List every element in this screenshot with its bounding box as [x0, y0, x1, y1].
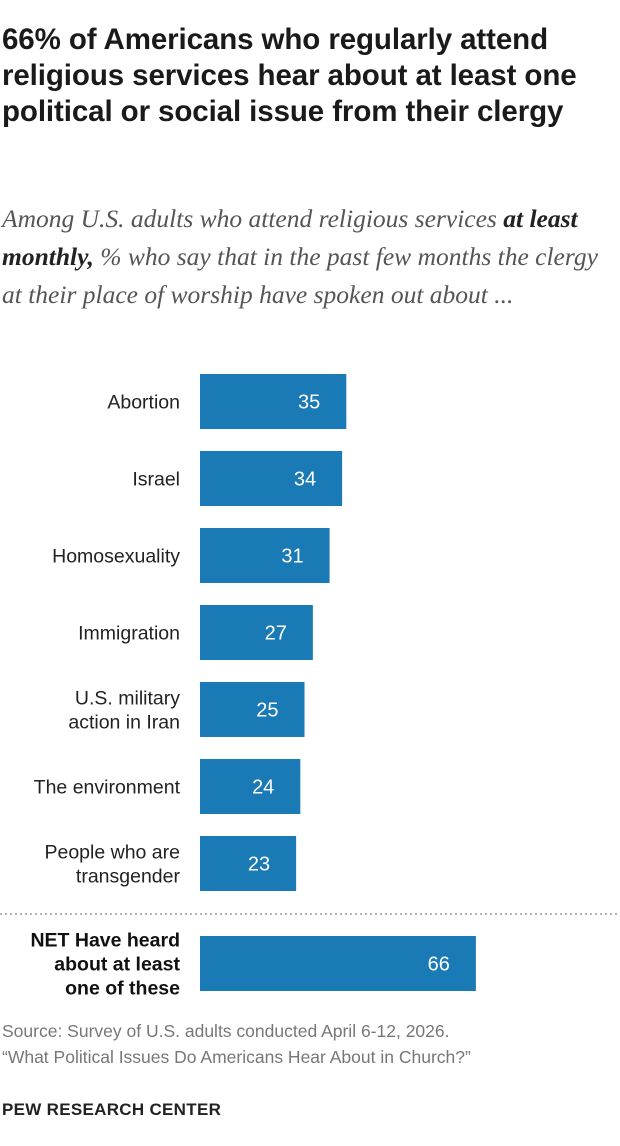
subtitle-intro: Among U.S. adults who attend religious s… — [2, 204, 504, 233]
bar — [200, 836, 297, 891]
bar-value-label: 23 — [248, 854, 270, 876]
category-label: Israel — [132, 469, 180, 491]
bar — [200, 374, 347, 429]
source-line-2: “What Political Issues Do Americans Hear… — [2, 1047, 471, 1067]
category-label: Homosexuality — [52, 546, 180, 568]
bar — [200, 528, 330, 583]
bar — [200, 451, 343, 506]
category-label-line: NET Have heard — [30, 930, 180, 952]
subtitle-rest: % who say that in the past few months th… — [2, 242, 598, 309]
category-label: NET Have heard about at least one of these — [30, 930, 180, 1000]
bar — [200, 936, 476, 991]
category-label: Abortion — [107, 392, 180, 414]
bar — [200, 605, 313, 660]
category-label: The environment — [34, 777, 181, 799]
bar-value-label: 35 — [298, 392, 320, 414]
category-label-line: U.S. military — [75, 688, 180, 710]
organization-credit: PEW RESEARCH CENTER — [2, 1100, 222, 1119]
category-label-line: action in Iran — [68, 712, 180, 734]
chart-subtitle: Among U.S. adults who attend religious s… — [2, 200, 614, 314]
bar-value-label: 66 — [428, 954, 450, 976]
category-label-line: Abortion — [107, 392, 180, 414]
bar-chart: 35 Abortion 34 Israel 31 Homosexuality 27 Immig… — [0, 374, 620, 1000]
category-label-line: Homosexuality — [52, 546, 180, 568]
subtitle-emphasis: at least monthly, — [2, 204, 578, 271]
bar-value-label: 24 — [252, 777, 274, 799]
bar-value-label: 25 — [256, 700, 278, 722]
bar — [200, 759, 301, 814]
category-label-line: one of these — [65, 978, 180, 1000]
category-label-line: transgender — [76, 866, 181, 888]
source-line-1: Source: Survey of U.S. adults conducted … — [2, 1021, 450, 1041]
category-label-line: Israel — [132, 469, 180, 491]
bar-value-label: 31 — [281, 546, 303, 568]
bar — [200, 682, 305, 737]
bar-value-label: 34 — [294, 469, 316, 491]
category-label-line: People who are — [44, 842, 180, 864]
category-label: People who are transgender — [44, 842, 180, 888]
category-label-line: The environment — [34, 777, 181, 799]
source-note: Source: Survey of U.S. adults conducted … — [2, 1018, 618, 1070]
category-label: U.S. military action in Iran — [68, 688, 180, 734]
category-label-line: Immigration — [78, 623, 180, 645]
chart-title: 66% of Americans who regularly attend re… — [2, 23, 577, 128]
category-label-line: about at least — [54, 954, 180, 976]
bar-value-label: 27 — [265, 623, 287, 645]
category-label: Immigration — [78, 623, 180, 645]
